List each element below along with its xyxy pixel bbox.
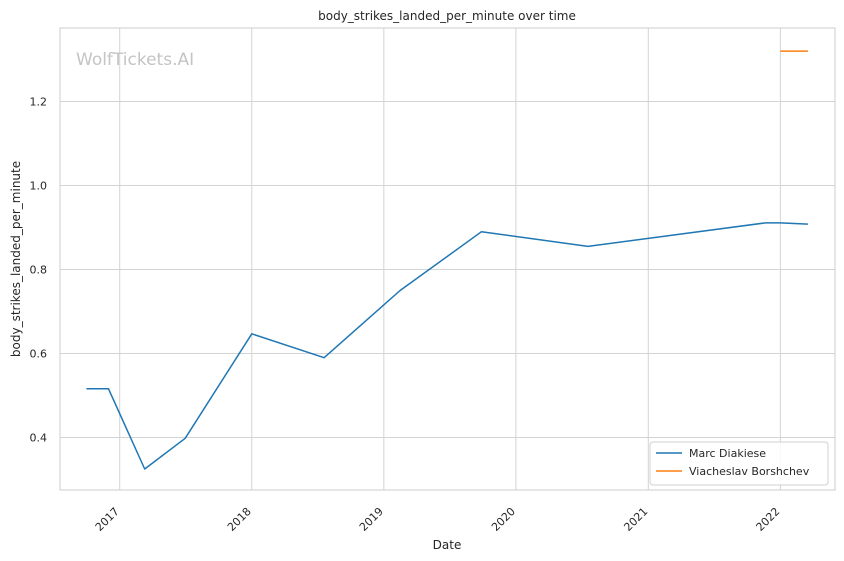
legend-label-marc-diakiese: Marc Diakiese bbox=[689, 447, 766, 460]
y-axis-label: body_strikes_landed_per_minute bbox=[9, 161, 23, 357]
grid bbox=[60, 28, 835, 490]
legend: Marc Diakiese Viacheslav Borshchev bbox=[649, 441, 829, 486]
y-tick-label: 0.8 bbox=[30, 264, 48, 277]
chart-title: body_strikes_landed_per_minute over time bbox=[318, 9, 576, 23]
series-line-marc-diakiese bbox=[86, 222, 808, 470]
y-tick-label: 1.2 bbox=[30, 96, 48, 109]
x-tick-label: 2020 bbox=[489, 505, 518, 534]
y-tick-label: 0.6 bbox=[30, 348, 48, 361]
x-tick-label: 2019 bbox=[357, 505, 386, 534]
watermark: WolfTickets.AI bbox=[76, 50, 194, 70]
x-axis-label: Date bbox=[433, 538, 462, 552]
x-tick-label: 2017 bbox=[93, 505, 122, 534]
legend-label-viacheslav-borshchev: Viacheslav Borshchev bbox=[689, 465, 810, 478]
x-tick-label: 2018 bbox=[225, 505, 254, 534]
y-tick-label: 0.4 bbox=[30, 432, 48, 445]
x-tick-label: 2021 bbox=[621, 505, 650, 534]
x-tick-label: 2022 bbox=[753, 505, 782, 534]
y-tick-label: 1.0 bbox=[30, 180, 48, 193]
series-layer bbox=[86, 50, 808, 470]
plot-frame bbox=[59, 27, 836, 491]
legend-box bbox=[649, 441, 829, 486]
